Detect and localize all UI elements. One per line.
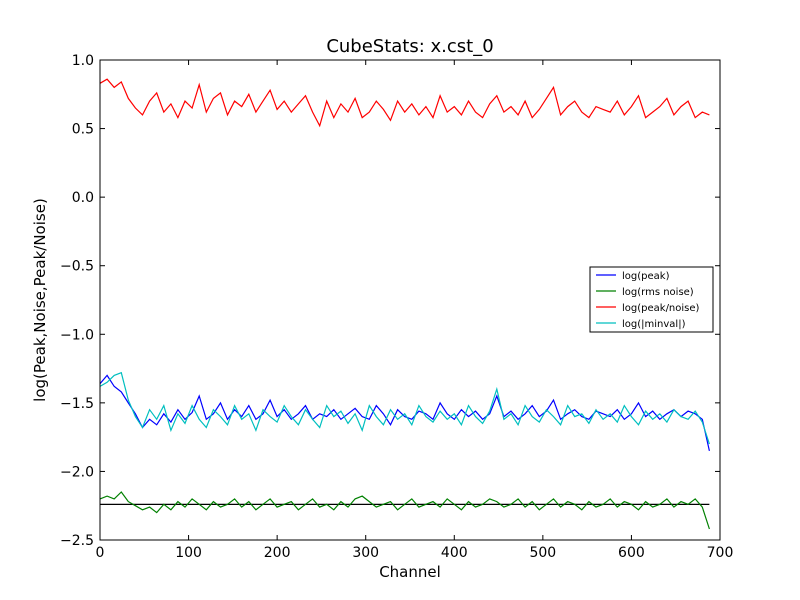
x-axis-label: Channel [379, 563, 441, 581]
legend-label: log(peak/noise) [622, 303, 700, 314]
x-tick-label: 300 [352, 545, 379, 561]
y-tick-label: −0.5 [60, 259, 94, 275]
y-tick-label: −2.5 [60, 533, 94, 549]
series-line-3 [99, 78, 710, 128]
x-tick-label: 100 [175, 545, 202, 561]
legend-label: log(|minval|) [622, 319, 686, 330]
x-tick-label: 500 [529, 545, 556, 561]
y-tick-label: 0.5 [72, 122, 94, 138]
x-tick-label: 400 [441, 545, 468, 561]
series-line-4 [99, 371, 710, 445]
y-tick-label: 0.0 [72, 190, 94, 206]
x-tick-label: 700 [707, 545, 734, 561]
y-tick-label: −2.0 [60, 464, 94, 480]
series-layer [99, 78, 710, 530]
y-tick-label: −1.0 [60, 327, 94, 343]
chart-title: CubeStats: x.cst_0 [326, 36, 493, 57]
legend: log(peak) log(rms noise) log(peak/noise) lo… [589, 266, 714, 333]
series-line-2 [99, 491, 710, 530]
y-axis-label: log(Peak,Noise,Peak/Noise) [31, 198, 49, 402]
legend-label: log(peak) [622, 271, 670, 282]
y-tick-label: 1.0 [72, 53, 94, 69]
legend-box [589, 266, 714, 333]
y-tick-label: −1.5 [60, 396, 94, 412]
x-tick-label: 0 [96, 545, 105, 561]
axes-frame [99, 59, 721, 541]
ticks-layer: 0 100 200 300 400 500 600 700 1.0 0.5 0.0 −0.5 −1.0 −… [60, 53, 733, 561]
legend-label: log(rms noise) [622, 287, 694, 298]
x-tick-label: 200 [264, 545, 291, 561]
x-tick-label: 600 [618, 545, 645, 561]
